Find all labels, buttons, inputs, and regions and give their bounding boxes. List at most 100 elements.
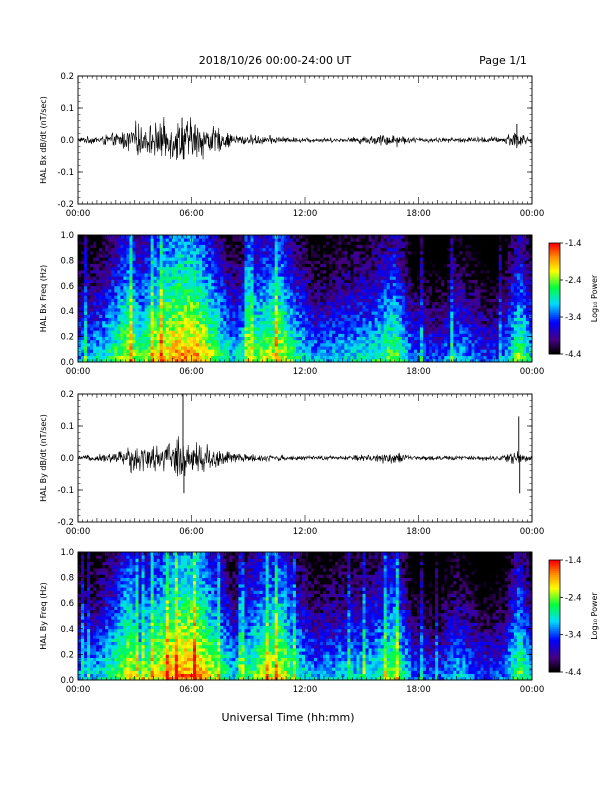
spectrogram-cell [196,346,200,350]
spectrogram-cell [429,285,433,290]
spectrogram-cell [105,244,109,249]
spectrogram-cell [410,269,415,274]
spectrogram-cell [323,323,327,328]
spectrogram-cell [126,247,130,252]
spectrogram-cell [262,257,267,261]
spectrogram-cell [392,333,397,337]
spectrogram-cell [344,260,348,264]
spectrogram-cell [159,327,164,331]
spectrogram-cell [326,358,330,363]
spectrogram-cell [180,320,185,325]
spectrogram-cell [268,279,273,284]
spectrogram-cell [256,238,260,242]
spectrogram-cell [256,317,260,322]
spectrogram-cell [298,244,303,249]
spectrogram-cell [78,301,82,306]
spectrogram-cell [429,336,433,341]
spectrogram-cell [165,320,170,325]
spectrogram-cell [171,238,176,242]
spectrogram-cell [105,355,109,360]
spectrogram-cell [174,314,179,318]
spectrogram-cell [377,308,382,312]
spectrogram-cell [232,352,236,357]
spectrogram-cell [202,260,206,264]
spectrogram-cell [314,279,318,284]
spectrogram-cell [129,311,133,315]
spectrogram-cell [168,320,173,325]
spectrogram-cell [259,301,264,306]
spectrogram-cell [380,285,385,290]
spectrogram-cell [326,244,330,249]
spectrogram-cell [380,292,385,296]
spectrogram-cell [398,342,403,347]
spectrogram-cell [301,349,306,353]
spectrogram-cell [268,285,273,290]
spectrogram-cell [226,355,230,360]
spectrogram-cell [365,279,369,284]
spectrogram-cell [362,327,366,331]
spectrogram-cell [407,285,412,290]
spectrogram-cell [183,336,188,341]
spectrogram-cell [150,285,155,290]
spectrogram-cell [174,295,179,299]
spectrogram-cell [429,254,433,258]
spectrogram-cell [356,346,360,350]
spectrogram-cell [280,247,285,252]
spectrogram-cell [174,276,179,280]
spectrogram-cell [362,323,366,328]
spectrogram-cell [407,276,412,280]
spectrogram-cell [295,292,300,296]
page-number: Page 1/1 [479,54,527,67]
spectrogram-cell [153,279,158,284]
spectrogram-cell [162,342,167,347]
spectrogram-cell [93,244,97,249]
spectrogram-cell [132,235,136,239]
spectrogram-cell [174,263,179,268]
spectrogram-cell [350,260,354,264]
spectrogram-cell [150,304,155,309]
spectrogram-cell [229,327,233,331]
spectrogram-cell [78,317,82,322]
spectrogram-cell [126,298,130,303]
spectrogram-cell [126,292,130,296]
spectrogram-cell [362,336,366,341]
spectrogram-cell [217,352,221,357]
spectrogram-cell [132,285,136,290]
spectrogram-cell [338,295,342,299]
spectrogram-cell [314,276,318,280]
spectrogram-cell [150,250,155,255]
spectrogram-cell [132,311,136,315]
spectrogram-cell [295,304,300,309]
spectrogram-cell [435,333,439,337]
spectrogram-cell [380,282,385,287]
spectrogram-cell [308,311,312,315]
spectrogram-cell [150,339,155,344]
spectrogram-cell [311,238,315,242]
spectrogram-cell [292,285,297,290]
spectrogram-cell [344,346,348,350]
spectrogram-cell [298,339,303,344]
spectrogram-cell [232,257,236,261]
spectrogram-cell [129,298,133,303]
spectrogram-cell [135,235,139,239]
spectrogram-cell [350,339,354,344]
spectrogram-cell [398,339,403,344]
spectrogram-cell [368,301,372,306]
spectrogram-cell [189,263,194,268]
spectrogram-cell [259,288,264,293]
spectrogram-cell [392,292,397,296]
spectrogram-cell [126,323,130,328]
spectrogram-cell [232,250,236,255]
spectrogram-cell [320,308,324,312]
spectrogram-cell [141,358,145,363]
spectrogram-cell [153,285,158,290]
spectrogram-cell [138,241,142,245]
spectrogram-cell [102,352,106,357]
spectrogram-cell [217,247,221,252]
spectrogram-cell [398,263,403,268]
spectrogram-cell [274,257,279,261]
spectrogram-cell [168,346,173,350]
spectrogram-cell [180,273,185,277]
spectrogram-cell [202,244,206,249]
spectrogram-cell [156,355,161,360]
